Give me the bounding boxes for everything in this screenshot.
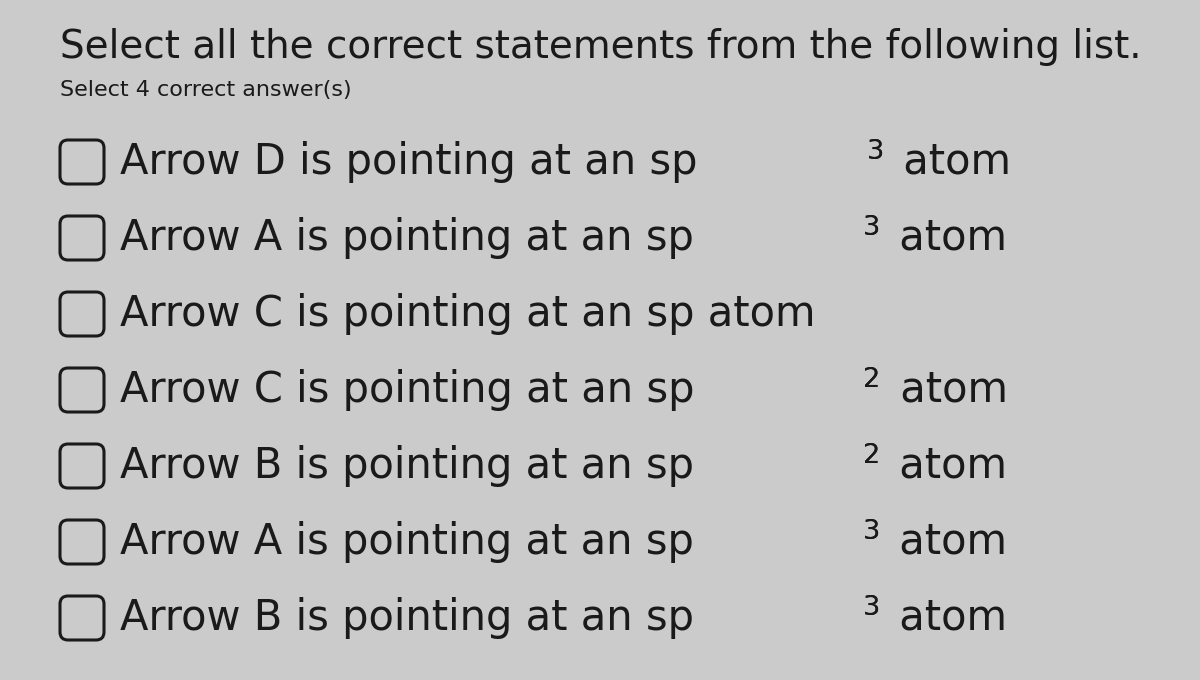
FancyBboxPatch shape bbox=[60, 368, 104, 412]
Text: 3: 3 bbox=[863, 216, 880, 241]
Text: Select 4 correct answer(s): Select 4 correct answer(s) bbox=[60, 80, 352, 100]
Text: atom: atom bbox=[890, 141, 1012, 183]
Text: 3: 3 bbox=[863, 520, 880, 545]
Text: 2: 2 bbox=[863, 367, 881, 394]
Text: Arrow D is pointing at an sp: Arrow D is pointing at an sp bbox=[120, 141, 697, 183]
FancyBboxPatch shape bbox=[60, 292, 104, 336]
Text: atom: atom bbox=[886, 445, 1007, 487]
Text: 2: 2 bbox=[863, 443, 880, 469]
Text: 3: 3 bbox=[868, 139, 884, 165]
Text: Arrow C is pointing at an sp atom: Arrow C is pointing at an sp atom bbox=[120, 293, 816, 335]
Text: atom: atom bbox=[886, 521, 1007, 563]
FancyBboxPatch shape bbox=[60, 216, 104, 260]
Text: Arrow A is pointing at an sp: Arrow A is pointing at an sp bbox=[120, 217, 694, 259]
FancyBboxPatch shape bbox=[60, 444, 104, 488]
Text: 3: 3 bbox=[863, 216, 880, 241]
FancyBboxPatch shape bbox=[60, 140, 104, 184]
FancyBboxPatch shape bbox=[60, 520, 104, 564]
Text: Arrow C is pointing at an sp: Arrow C is pointing at an sp bbox=[120, 369, 695, 411]
Text: 2: 2 bbox=[863, 367, 881, 394]
Text: atom: atom bbox=[886, 597, 1007, 639]
Text: 3: 3 bbox=[863, 520, 880, 545]
Text: Select all the correct statements from the following list.: Select all the correct statements from t… bbox=[60, 28, 1141, 66]
Text: Arrow A is pointing at an sp: Arrow A is pointing at an sp bbox=[120, 521, 694, 563]
Text: 3: 3 bbox=[863, 596, 880, 622]
Text: 2: 2 bbox=[863, 443, 880, 469]
Text: Arrow B is pointing at an sp: Arrow B is pointing at an sp bbox=[120, 597, 694, 639]
FancyBboxPatch shape bbox=[60, 596, 104, 640]
Text: atom: atom bbox=[887, 369, 1008, 411]
Text: Arrow B is pointing at an sp: Arrow B is pointing at an sp bbox=[120, 445, 694, 487]
Text: 3: 3 bbox=[863, 596, 880, 622]
Text: 3: 3 bbox=[868, 139, 884, 165]
Text: atom: atom bbox=[886, 217, 1007, 259]
